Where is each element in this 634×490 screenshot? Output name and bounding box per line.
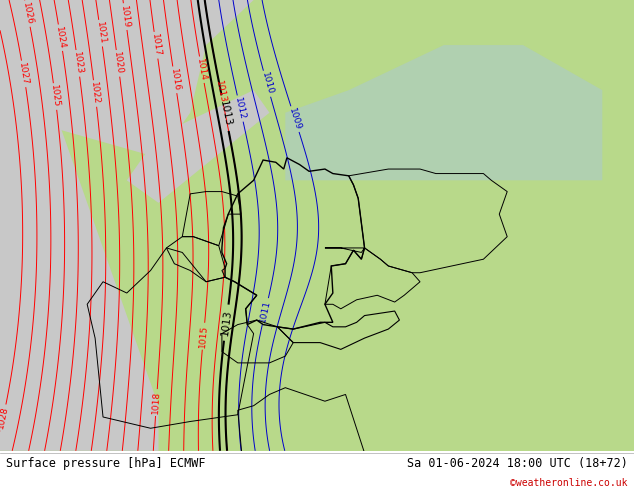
Text: 1010: 1010 [259, 72, 275, 96]
Text: 1013: 1013 [219, 309, 233, 336]
Text: 1025: 1025 [49, 85, 61, 108]
Text: 1022: 1022 [89, 82, 101, 105]
Text: 1024: 1024 [55, 26, 67, 49]
Text: 1017: 1017 [150, 33, 162, 57]
Text: 1014: 1014 [195, 58, 208, 82]
Text: 1023: 1023 [72, 51, 84, 75]
Text: 1019: 1019 [119, 4, 131, 28]
Text: 1027: 1027 [18, 62, 30, 86]
Text: Surface pressure [hPa] ECMWF: Surface pressure [hPa] ECMWF [6, 457, 206, 469]
Polygon shape [127, 90, 269, 203]
Polygon shape [0, 0, 254, 158]
Text: 1021: 1021 [94, 21, 107, 45]
Text: 1026: 1026 [21, 1, 34, 25]
Text: 1016: 1016 [169, 68, 181, 92]
Text: 1020: 1020 [112, 51, 124, 75]
Text: 1012: 1012 [233, 97, 247, 121]
Text: 1015: 1015 [198, 324, 209, 348]
Text: 1013: 1013 [217, 99, 233, 127]
Text: ©weatheronline.co.uk: ©weatheronline.co.uk [510, 478, 628, 488]
Text: Sa 01-06-2024 18:00 UTC (18+72): Sa 01-06-2024 18:00 UTC (18+72) [407, 457, 628, 469]
Text: 1018: 1018 [151, 391, 162, 415]
Polygon shape [285, 45, 602, 180]
Polygon shape [0, 0, 158, 451]
Text: 1009: 1009 [287, 107, 303, 131]
Text: 1013: 1013 [214, 79, 228, 104]
Text: 1011: 1011 [259, 299, 273, 323]
Text: 1028: 1028 [0, 406, 10, 430]
